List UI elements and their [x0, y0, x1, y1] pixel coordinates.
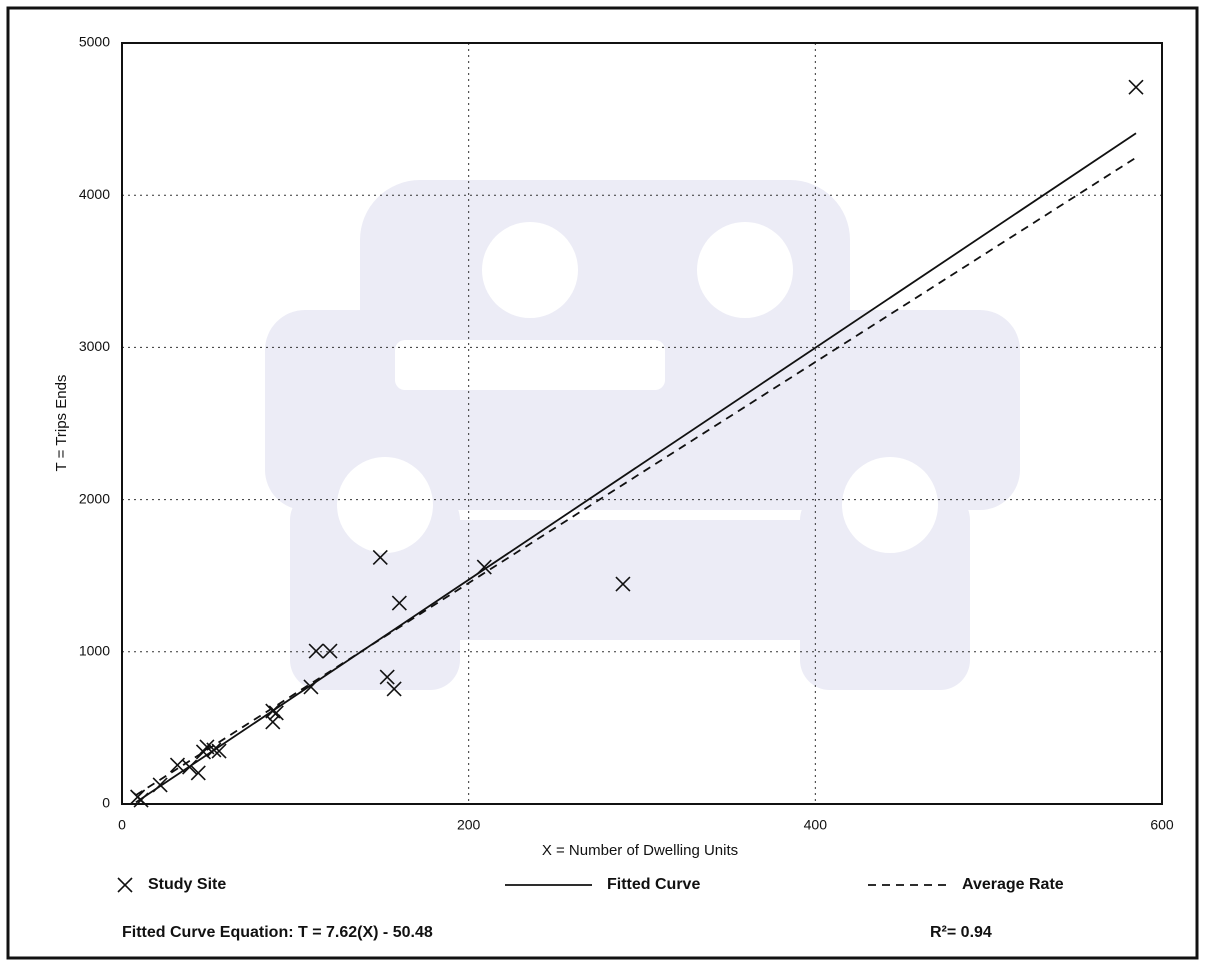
study-site-point	[322, 643, 338, 659]
marker-stroke	[117, 877, 133, 893]
x-axis-label: X = Number of Dwelling Units	[542, 842, 738, 859]
x-tick-label: 200	[457, 817, 481, 833]
x-tick-label: 0	[118, 817, 126, 833]
marker-stroke	[372, 549, 388, 566]
y-tick-label: 2000	[79, 490, 110, 506]
marker-stroke	[386, 681, 402, 697]
legend-label: Fitted Curve	[607, 876, 700, 893]
x-tick-label: 600	[1150, 817, 1174, 833]
study-site-point	[615, 576, 631, 592]
x-tick-label: 400	[804, 817, 828, 833]
equation: Fitted Curve Equation: T = 7.62(X) - 50.…	[122, 924, 433, 941]
marker-stroke	[615, 576, 631, 592]
y-tick-label: 4000	[79, 186, 110, 202]
y-tick-label: 5000	[79, 34, 110, 50]
marker-stroke	[265, 714, 281, 730]
study-site-point	[391, 595, 407, 611]
trend-line	[135, 132, 1137, 804]
marker-stroke	[379, 669, 395, 685]
study-site-point	[195, 744, 212, 760]
y-tick-label: 1000	[79, 643, 110, 659]
y-tick-label: 3000	[79, 338, 110, 354]
study-site-point	[372, 549, 388, 566]
marker-stroke	[322, 643, 338, 659]
study-site-point	[211, 743, 227, 759]
trend-line	[135, 156, 1137, 796]
marker-stroke	[1128, 79, 1144, 95]
study-site-point	[1128, 79, 1144, 95]
marker-stroke	[195, 744, 212, 760]
marker-stroke	[169, 757, 186, 773]
legend-label: Average Rate	[962, 876, 1064, 893]
legend-label: Study Site	[148, 876, 226, 893]
study-site-point	[379, 669, 395, 685]
car-watermark	[265, 180, 1020, 690]
marker-stroke	[391, 595, 407, 611]
marker-stroke	[190, 765, 206, 781]
study-site-point	[386, 681, 402, 697]
legend-marker	[117, 877, 133, 893]
study-site-point	[308, 643, 324, 659]
marker-stroke	[308, 643, 324, 659]
study-site-point	[117, 877, 133, 893]
study-site-point	[190, 765, 206, 781]
r-squared: R²= 0.94	[930, 924, 992, 941]
y-axis-label: T = Trips Ends	[53, 375, 70, 472]
marker-stroke	[211, 743, 227, 759]
car-watermark-cutouts	[337, 222, 938, 553]
marker-stroke	[268, 705, 284, 721]
study-site-point	[265, 714, 281, 730]
study-site-point	[169, 757, 186, 773]
y-tick-label: 0	[102, 795, 110, 811]
plot-frame	[121, 42, 1163, 805]
outer-frame	[6, 6, 1199, 960]
